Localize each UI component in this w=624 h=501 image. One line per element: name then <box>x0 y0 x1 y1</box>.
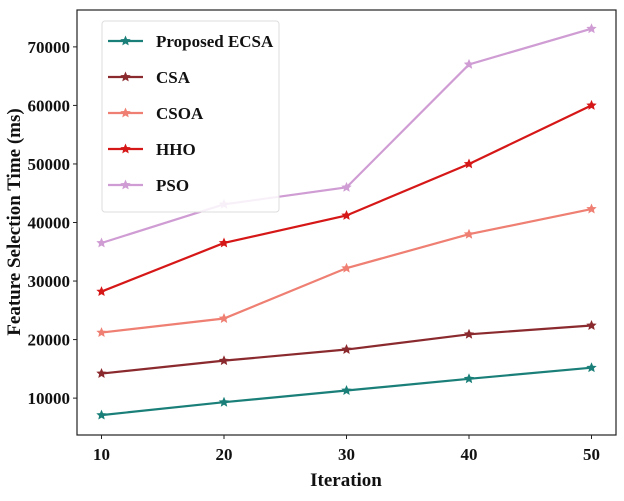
legend-label-proposed-ecsa: Proposed ECSA <box>156 32 274 51</box>
data-point-proposed-ecsa <box>463 373 475 384</box>
data-point-csoa <box>341 262 352 273</box>
y-tick-label: 70000 <box>28 38 71 57</box>
y-tick-label: 30000 <box>28 272 71 291</box>
data-point-csoa <box>96 327 107 337</box>
data-point-csoa <box>586 203 597 214</box>
y-tick-label: 10000 <box>28 389 71 408</box>
legend-label-pso: PSO <box>156 176 189 195</box>
legend-label-hho: HHO <box>156 140 196 159</box>
data-point-pso <box>96 237 107 248</box>
data-point-hho <box>218 237 230 248</box>
data-point-csa <box>463 328 475 339</box>
data-point-csa <box>341 344 352 354</box>
data-point-pso <box>586 23 597 34</box>
data-point-csoa <box>463 228 475 239</box>
x-tick-label: 30 <box>338 445 355 464</box>
y-tick-label: 50000 <box>28 155 71 174</box>
data-point-csa <box>586 320 597 330</box>
data-point-csa <box>218 355 230 366</box>
y-tick-label: 60000 <box>28 96 71 115</box>
data-point-proposed-ecsa <box>96 409 107 420</box>
data-point-proposed-ecsa <box>586 362 597 373</box>
data-point-hho <box>96 286 107 296</box>
data-point-hho <box>341 210 352 220</box>
x-tick-label: 20 <box>216 445 233 464</box>
data-point-proposed-ecsa <box>218 396 230 407</box>
y-tick-label: 20000 <box>28 331 71 350</box>
x-tick-label: 40 <box>461 445 478 464</box>
data-point-csoa <box>218 313 230 323</box>
legend: Proposed ECSA CSA CSOA HHO PSO <box>101 20 280 213</box>
y-axis-label: Feature Selection Time (ms) <box>4 108 25 335</box>
data-point-proposed-ecsa <box>341 385 352 395</box>
y-tick-label: 40000 <box>28 214 71 233</box>
legend-label-csoa: CSOA <box>156 104 204 123</box>
legend-box <box>101 20 280 213</box>
data-point-csa <box>96 368 107 378</box>
data-point-hho <box>586 99 597 110</box>
legend-marker-csoa <box>120 107 131 118</box>
legend-label-csa: CSA <box>156 68 191 87</box>
series-line-csoa <box>101 207 592 334</box>
data-point-pso <box>463 58 475 69</box>
legend-marker-csa <box>120 71 131 82</box>
legend-marker-proposed-ecsa <box>120 35 131 46</box>
x-tick-label: 10 <box>93 445 110 464</box>
x-axis-label: Iteration <box>310 470 382 491</box>
legend-marker-hho <box>120 143 131 154</box>
x-tick-label: 50 <box>583 445 600 464</box>
data-point-hho <box>463 158 475 169</box>
legend-marker-pso <box>120 179 131 190</box>
data-point-pso <box>341 181 352 192</box>
